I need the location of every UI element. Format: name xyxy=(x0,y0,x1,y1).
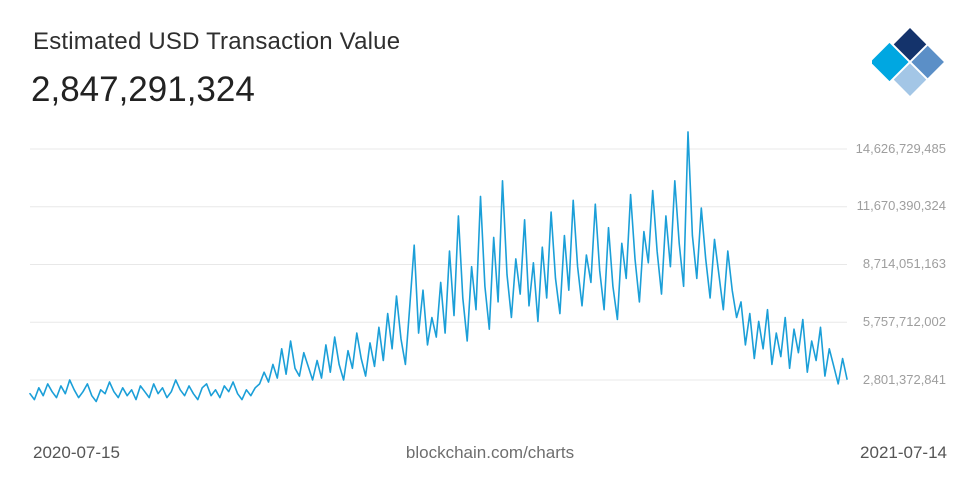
y-axis-tick-label: 11,670,390,324 xyxy=(856,198,946,213)
logo-steel-diamond xyxy=(911,45,944,79)
blockchain-logo-icon xyxy=(870,24,948,100)
x-axis-start-date: 2020-07-15 xyxy=(33,443,120,462)
logo-light-diamond xyxy=(893,63,927,96)
y-axis-tick-label: 8,714,051,163 xyxy=(862,256,946,271)
x-axis-end-date: 2021-07-14 xyxy=(860,443,947,462)
source-link[interactable]: blockchain.com/charts xyxy=(405,443,575,462)
y-axis-tick-label: 5,757,712,002 xyxy=(862,314,946,329)
current-value: 2,847,291,324 xyxy=(31,70,255,109)
page-title: Estimated USD Transaction Value xyxy=(33,28,401,55)
logo-navy-diamond xyxy=(893,28,927,61)
y-axis-tick-label: 2,801,372,841 xyxy=(862,372,946,387)
transaction-value-line[interactable] xyxy=(29,131,848,403)
blockchain-logo-svg xyxy=(870,28,944,96)
y-axis-tick-label: 14,626,729,485 xyxy=(855,141,946,156)
